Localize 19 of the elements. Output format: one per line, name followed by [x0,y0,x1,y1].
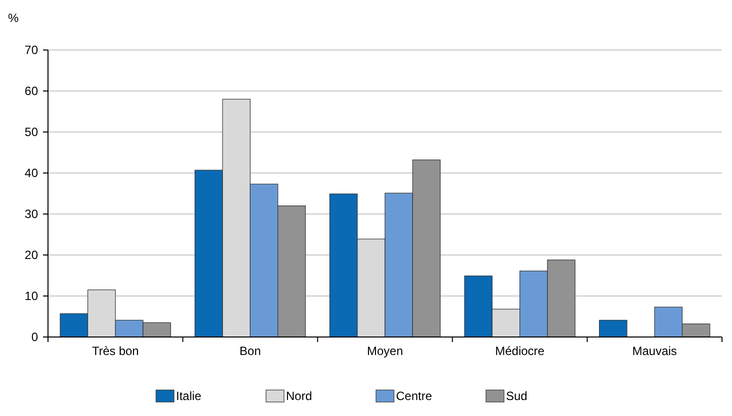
y-tick-label: 30 [24,207,38,222]
y-tick-label: 20 [24,248,38,262]
legend-label: Sud [506,389,528,404]
y-tick-label: 10 [24,289,38,304]
y-axis-title: % [8,11,19,25]
bar [599,320,628,338]
y-tick-label: 0 [31,330,38,344]
legend-label: Italie [176,389,202,404]
y-tick-label: 40 [24,166,38,180]
x-tick-label: Moyen [366,344,404,358]
legend-label: Centre [396,389,432,404]
x-tick-label: Mauvais [632,344,677,358]
x-tick-label: Médiocre [495,344,545,358]
legend-label: Nord [286,389,312,404]
x-tick-label: Très bon [92,344,139,358]
x-tick-label: Bon [240,344,261,358]
y-tick-label: 60 [24,84,38,98]
y-tick-label: 70 [24,43,38,58]
y-tick-label: 50 [24,125,38,140]
